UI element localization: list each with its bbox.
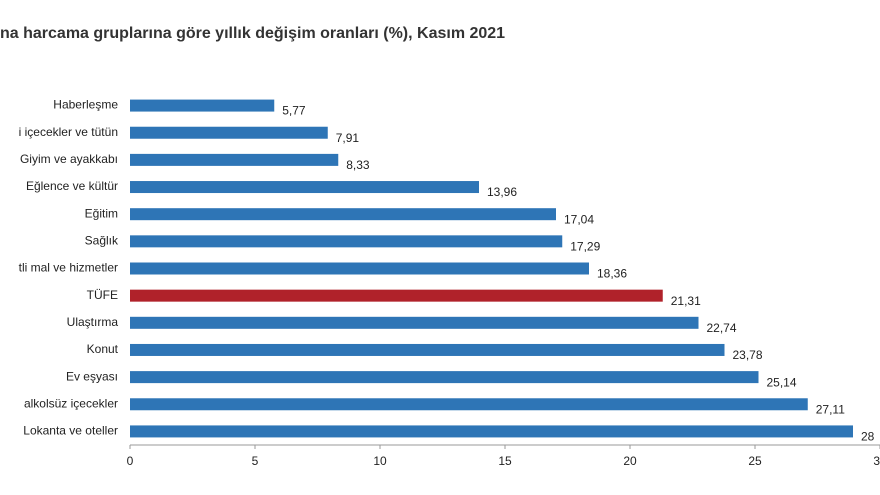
bar bbox=[130, 126, 328, 139]
bar bbox=[130, 208, 556, 221]
value-label: 27,11 bbox=[816, 402, 845, 416]
value-label: 17,29 bbox=[570, 240, 600, 254]
bar bbox=[130, 289, 663, 302]
y-tick-label: Ev eşyası bbox=[66, 369, 118, 383]
x-tick-label: 30 bbox=[873, 454, 880, 468]
y-tick-label: Lokanta ve oteller bbox=[23, 424, 118, 438]
value-label: 8,33 bbox=[346, 158, 370, 172]
y-tick-label: i içecekler ve tütün bbox=[19, 125, 118, 139]
y-tick-label: Sağlık bbox=[85, 234, 119, 248]
x-tick-label: 5 bbox=[252, 454, 259, 468]
bar bbox=[130, 371, 759, 384]
y-tick-label: TÜFE bbox=[87, 288, 118, 302]
bar bbox=[130, 262, 589, 275]
value-label: 25,14 bbox=[767, 375, 797, 389]
x-tick-label: 10 bbox=[373, 454, 387, 468]
bar bbox=[130, 235, 563, 248]
y-tick-label: Eğlence ve kültür bbox=[26, 179, 118, 193]
y-tick-label: Eğitim bbox=[85, 206, 118, 220]
value-label: 17,04 bbox=[564, 212, 594, 226]
value-label: 7,91 bbox=[336, 131, 360, 145]
bar bbox=[130, 153, 339, 166]
y-tick-label: Konut bbox=[87, 342, 119, 356]
y-tick-label: Giyim ve ayakkabı bbox=[20, 152, 118, 166]
bar bbox=[130, 181, 479, 194]
x-tick-label: 25 bbox=[748, 454, 762, 468]
value-label: 18,36 bbox=[597, 267, 627, 281]
bar bbox=[130, 343, 725, 356]
bar bbox=[130, 425, 853, 438]
y-tick-label: Ulaştırma bbox=[67, 315, 119, 329]
bar bbox=[130, 99, 275, 112]
value-label: 28 bbox=[861, 430, 875, 444]
bar bbox=[130, 316, 699, 329]
y-tick-label: tli mal ve hizmetler bbox=[19, 261, 118, 275]
chart-title: na harcama gruplarına göre yıllık değişi… bbox=[0, 25, 505, 42]
value-label: 22,74 bbox=[707, 321, 737, 335]
value-label: 13,96 bbox=[487, 185, 517, 199]
x-tick-label: 15 bbox=[498, 454, 512, 468]
value-label: 5,77 bbox=[282, 104, 306, 118]
value-label: 23,78 bbox=[733, 348, 763, 362]
y-tick-label: Haberleşme bbox=[53, 98, 118, 112]
y-tick-label: alkolsüz içecekler bbox=[24, 396, 118, 410]
bar bbox=[130, 398, 808, 411]
value-label: 21,31 bbox=[671, 294, 701, 308]
x-tick-label: 0 bbox=[127, 454, 134, 468]
x-tick-label: 20 bbox=[623, 454, 637, 468]
